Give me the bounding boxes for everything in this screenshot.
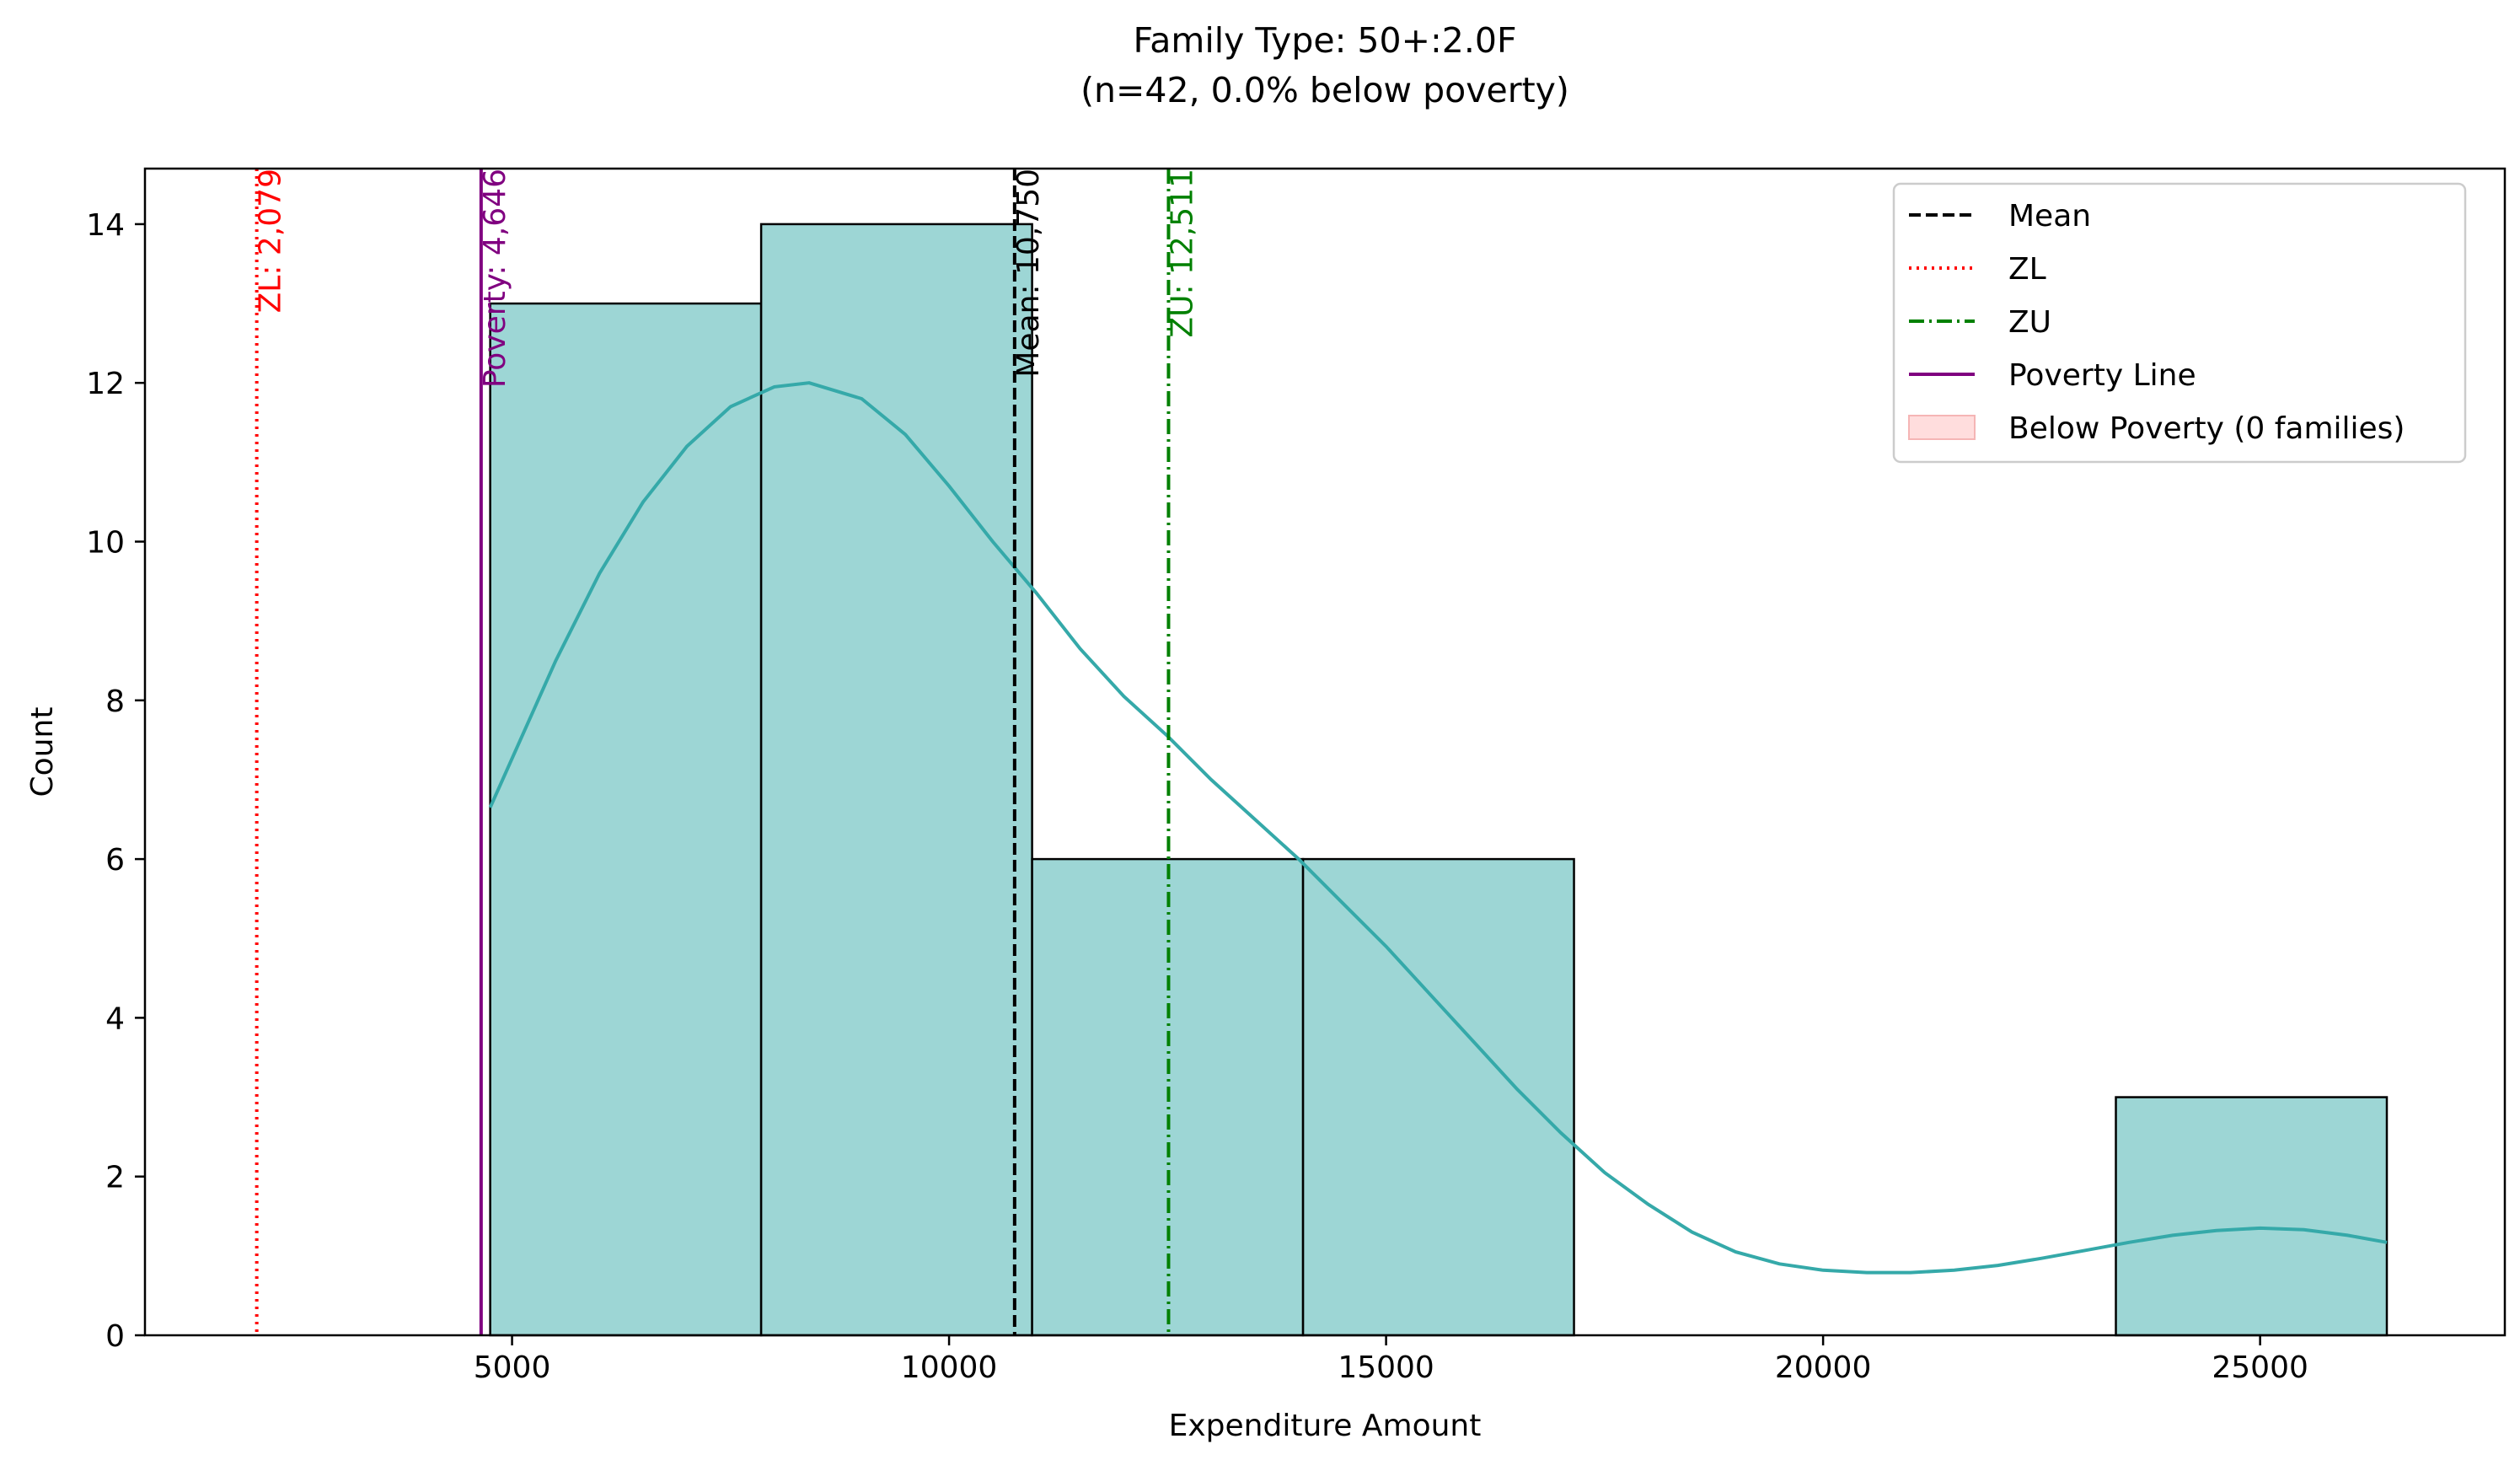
legend-label-mean: Mean <box>2008 199 2091 234</box>
legend: Mean ZL ZU Poverty Line Below Poverty (0 fam… <box>1892 182 2467 464</box>
x-tick-label: 5000 <box>474 1350 551 1385</box>
x-tick-label: 15000 <box>1338 1350 1434 1385</box>
y-tick-label: 6 <box>105 843 125 878</box>
y-tick-label: 12 <box>86 367 125 401</box>
axis-ticks: 5000 10000 15000 20000 25000 0 2 4 6 8 10 12 14 <box>86 208 2308 1385</box>
histogram-bar <box>489 302 763 1337</box>
legend-label-poverty-line: Poverty Line <box>2008 358 2196 393</box>
y-tick-label: 0 <box>105 1319 125 1354</box>
chart-title: Family Type: 50+:2.0F <box>1133 20 1516 61</box>
y-tick-label: 4 <box>105 1001 125 1036</box>
x-axis-label: Expenditure Amount <box>1169 1409 1482 1443</box>
mean-line-label: Mean: 10,750 <box>1011 169 1046 378</box>
legend-frame <box>1892 182 2467 464</box>
chart-subtitle: (n=42, 0.0% below poverty) <box>1080 70 1569 110</box>
histogram-bar <box>1301 857 1575 1337</box>
x-tick-label: 25000 <box>2212 1350 2308 1385</box>
kde-curve <box>488 381 2388 1275</box>
x-tick-label: 20000 <box>1775 1350 1872 1385</box>
y-axis-label: Count <box>25 707 60 797</box>
zu-line-label: ZU: 12,511 <box>1165 169 1199 338</box>
legend-label-zl: ZL <box>2008 252 2046 287</box>
legend-label-zu: ZU <box>2008 305 2051 340</box>
y-tick-label: 2 <box>105 1161 125 1195</box>
axes-frame <box>143 167 2507 1337</box>
legend-swatch-below-poverty-0-families <box>1908 415 1976 440</box>
y-tick-label: 8 <box>105 684 125 719</box>
y-tick-label: 14 <box>86 208 125 243</box>
x-tick-label: 10000 <box>901 1350 998 1385</box>
zl-line-label: ZL: 2,079 <box>254 169 288 313</box>
histogram-bar <box>2115 1096 2389 1337</box>
plot-area: Mean: 10,750 ZL: 2,079 ZU: 12,511 Poverty: … <box>254 169 2389 1337</box>
y-tick-label: 10 <box>86 526 125 561</box>
poverty-line-line-label: Poverty: 4,646 <box>478 169 512 388</box>
histogram-bar <box>759 223 1033 1337</box>
legend-label-below-poverty-0-families: Below Poverty (0 families) <box>2008 411 2405 446</box>
